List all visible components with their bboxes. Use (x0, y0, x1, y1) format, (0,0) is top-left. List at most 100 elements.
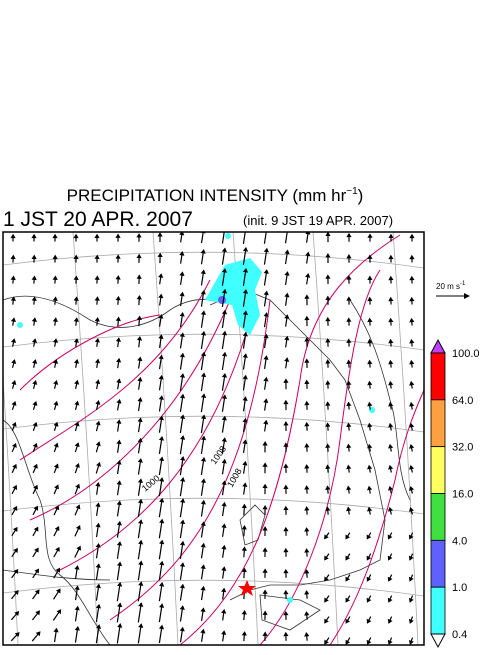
wind-arrow-head (305, 465, 308, 468)
wind-arrow-head (223, 438, 226, 441)
wind-arrow-head (368, 256, 371, 259)
wind-arrow-head (367, 557, 370, 560)
wind-arrow-head (410, 536, 413, 539)
wind-arrow-head (305, 507, 308, 510)
wind-arrow-head (264, 399, 267, 402)
isobar (30, 300, 230, 520)
wind-arrow-head (159, 274, 162, 277)
wind-arrow-head (305, 317, 308, 320)
wind-arrow-head (367, 620, 370, 623)
wind-arrow-head (410, 641, 413, 644)
wind-arrow-head (264, 485, 267, 488)
wind-arrow-head (34, 465, 37, 468)
wind-arrow-head (368, 445, 371, 448)
wind-arrow-head (368, 382, 371, 385)
wind-arrow-head (13, 402, 16, 405)
colorbar-box (431, 540, 445, 587)
wind-arrow-head (118, 604, 121, 607)
wind-arrow-head (264, 378, 267, 381)
scale-head (464, 293, 470, 299)
wind-arrow-head (202, 311, 205, 314)
colorbar: 100.064.032.016.04.01.00.4 (431, 340, 480, 647)
wind-arrow-head (305, 633, 308, 636)
wind-arrow-head (117, 255, 120, 258)
wind-arrow-head (139, 419, 142, 422)
wind-arrow-head (96, 380, 99, 383)
wind-arrow-head (305, 360, 308, 363)
wind-arrow-head (11, 235, 14, 238)
wind-arrow-head (181, 395, 184, 398)
wind-arrow-head (223, 374, 226, 377)
wind-arrow-head (181, 542, 184, 545)
wind-arrow-head (33, 339, 36, 342)
wind-arrow-head (75, 298, 78, 301)
valid-time: 1 JST 20 APR. 2007 (3, 208, 193, 231)
wind-arrow-head (202, 458, 205, 461)
wind-arrow-head (410, 466, 413, 469)
wind-arrow-head (284, 633, 287, 636)
wind-arrow-head (202, 353, 205, 356)
init-time: (init. 9 JST 19 APR. 2007) (243, 213, 393, 228)
wind-arrow-head (223, 396, 226, 399)
wind-arrow-head (118, 583, 121, 586)
wind-arrow-head (202, 522, 205, 525)
wind-arrow-head (346, 641, 349, 644)
wind-arrow-head (137, 234, 140, 237)
precip-area (205, 258, 262, 335)
wind-arrow-head (305, 402, 308, 405)
wind-arrow-head (326, 424, 329, 427)
colorbar-box (431, 447, 445, 494)
wind-arrow-head (389, 641, 392, 644)
wind-arrow-head (347, 508, 350, 511)
colorbar-label: 64.0 (452, 395, 473, 407)
wind-arrow-head (118, 400, 121, 403)
wind-arrow-head (57, 569, 60, 572)
wind-arrow-head (347, 361, 350, 364)
wind-arrow-head (75, 318, 78, 321)
wind-arrow-head (117, 441, 120, 444)
wind-arrow-head (223, 417, 226, 420)
wind-arrow-head (222, 546, 225, 549)
colorbar-label: 16.0 (452, 489, 473, 501)
wind-arrow-head (139, 562, 142, 565)
wind-arrow-head (117, 359, 120, 362)
wind-arrow-head (410, 319, 413, 322)
wind-arrow-head (410, 403, 413, 406)
wind-arrow-head (56, 527, 59, 530)
wind-arrow-head (306, 274, 309, 277)
wind-arrow-head (160, 562, 163, 565)
wind-arrow-head (139, 500, 142, 503)
wind-arrow-head (284, 549, 287, 552)
parallel (3, 252, 424, 268)
wind-arrow-head (244, 376, 247, 379)
wind-arrow-head (388, 536, 391, 539)
wind-arrow-head (78, 547, 81, 550)
wind-arrow-head (55, 402, 58, 405)
wind-arrow-head (138, 317, 141, 320)
wind-arrow-head (139, 582, 142, 585)
wind-arrow-head (76, 566, 79, 569)
wind-arrow-head (326, 402, 329, 405)
isobar (330, 390, 424, 645)
wind-arrow-head (410, 361, 413, 364)
wind-arrow-head (326, 487, 329, 490)
wind-arrow-head (53, 235, 56, 238)
wind-arrow-head (13, 381, 16, 384)
wind-arrow-head (368, 487, 371, 490)
wind-arrow-head (410, 256, 413, 259)
wind-arrow-head (14, 486, 17, 489)
wind-arrow-head (367, 536, 370, 539)
wind-arrow-head (139, 398, 142, 401)
wind-arrow-head (76, 464, 79, 467)
wind-arrow-head (222, 610, 225, 613)
wind-arrow-head (77, 526, 80, 529)
wind-arrow-head (202, 271, 205, 274)
wind-arrow-head (54, 256, 57, 259)
wind-arrow-head (76, 443, 79, 446)
parallel (3, 580, 424, 596)
wind-arrow-head (284, 465, 287, 468)
wind-arrow-head (326, 297, 329, 300)
wind-arrow-head (326, 318, 329, 321)
wind-arrow-head (139, 603, 142, 606)
